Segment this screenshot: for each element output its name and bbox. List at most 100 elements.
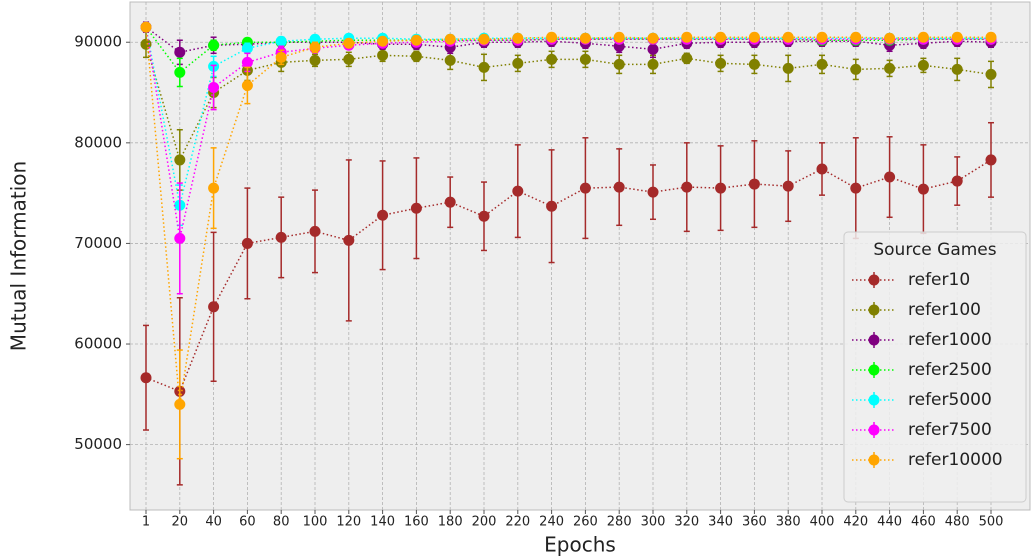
- x-tick-label: 380: [776, 515, 801, 530]
- point: [951, 175, 963, 187]
- point: [613, 181, 625, 193]
- point: [275, 231, 287, 243]
- legend-label: refer10000: [908, 450, 1003, 470]
- point: [951, 63, 963, 75]
- x-tick-label: 80: [273, 515, 290, 530]
- point: [748, 31, 760, 43]
- legend-marker: [868, 334, 880, 346]
- x-tick-label: 300: [641, 515, 666, 530]
- point: [884, 171, 896, 183]
- y-tick-label: 90000: [74, 33, 122, 51]
- point: [241, 56, 253, 68]
- point: [681, 181, 693, 193]
- point: [343, 37, 355, 49]
- y-tick-label: 60000: [74, 335, 122, 353]
- point: [208, 39, 220, 51]
- x-tick-label: 280: [607, 515, 632, 530]
- point: [579, 182, 591, 194]
- point: [241, 42, 253, 54]
- x-tick-label: 420: [843, 515, 868, 530]
- point: [512, 57, 524, 69]
- point: [343, 53, 355, 65]
- x-tick-label: 260: [573, 515, 598, 530]
- x-tick-label: 100: [303, 515, 328, 530]
- point: [884, 32, 896, 44]
- point: [377, 35, 389, 47]
- point: [241, 79, 253, 91]
- point: [241, 237, 253, 249]
- point: [478, 33, 490, 45]
- point: [715, 31, 727, 43]
- point: [613, 31, 625, 43]
- point: [377, 209, 389, 221]
- point: [782, 31, 794, 43]
- x-tick-label: 140: [370, 515, 395, 530]
- legend-marker: [868, 364, 880, 376]
- x-tick-label: 60: [239, 515, 256, 530]
- point: [917, 31, 929, 43]
- point: [613, 58, 625, 70]
- point: [748, 178, 760, 190]
- point: [208, 182, 220, 194]
- point: [174, 398, 186, 410]
- point: [140, 21, 152, 33]
- y-tick-label: 80000: [74, 133, 122, 151]
- legend-marker: [868, 304, 880, 316]
- point: [309, 225, 321, 237]
- legend-title: Source Games: [873, 240, 996, 260]
- point: [647, 43, 659, 55]
- point: [647, 58, 659, 70]
- point: [748, 58, 760, 70]
- y-axis-label: Mutual Information: [7, 161, 31, 351]
- point: [174, 46, 186, 58]
- point: [309, 41, 321, 53]
- point: [850, 31, 862, 43]
- x-tick-label: 1: [142, 515, 150, 530]
- x-tick-label: 440: [877, 515, 902, 530]
- point: [410, 202, 422, 214]
- point: [444, 33, 456, 45]
- x-tick-label: 360: [742, 515, 767, 530]
- point: [546, 31, 558, 43]
- point: [444, 196, 456, 208]
- point: [174, 66, 186, 78]
- point: [917, 183, 929, 195]
- legend-marker: [868, 424, 880, 436]
- x-tick-label: 480: [945, 515, 970, 530]
- x-tick-label: 120: [336, 515, 361, 530]
- x-tick-label: 220: [505, 515, 530, 530]
- point: [174, 232, 186, 244]
- point: [985, 154, 997, 166]
- point: [985, 68, 997, 80]
- point: [579, 53, 591, 65]
- point: [377, 49, 389, 61]
- point: [681, 31, 693, 43]
- x-tick-label: 460: [911, 515, 936, 530]
- point: [444, 54, 456, 66]
- x-tick-label: 200: [472, 515, 497, 530]
- point: [174, 154, 186, 166]
- point: [850, 63, 862, 75]
- point: [985, 31, 997, 43]
- series-line: [145, 159, 992, 393]
- x-tick-label: 500: [979, 515, 1004, 530]
- point: [275, 51, 287, 63]
- point: [546, 53, 558, 65]
- legend-label: refer10: [908, 270, 970, 290]
- series-line: [145, 27, 991, 206]
- point: [951, 31, 963, 43]
- series-line: [145, 27, 991, 405]
- series-line: [145, 44, 992, 162]
- point: [647, 186, 659, 198]
- legend-marker: [868, 274, 880, 286]
- x-tick-label: 20: [172, 515, 189, 530]
- legend-label: refer1000: [908, 330, 992, 350]
- point: [309, 54, 321, 66]
- x-tick-label: 340: [708, 515, 733, 530]
- point: [579, 32, 591, 44]
- point: [816, 163, 828, 175]
- point: [782, 62, 794, 74]
- point: [681, 52, 693, 64]
- point: [850, 182, 862, 194]
